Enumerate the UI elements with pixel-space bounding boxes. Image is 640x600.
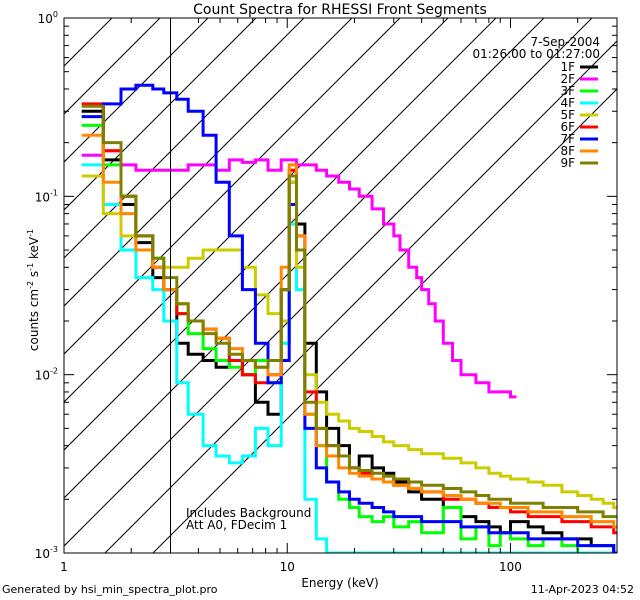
annotation-attenuator: Att A0, FDecim 1 — [186, 518, 287, 532]
series-layer — [81, 83, 617, 553]
x-tick-label: 1 — [60, 560, 68, 574]
series-line-1f — [81, 109, 617, 553]
hatch-line — [64, 18, 353, 307]
y-label-exp1: -2 — [26, 281, 35, 289]
legend-label-9f: 9F — [560, 156, 575, 170]
y-label-exp2: -1 — [26, 263, 35, 271]
series-line-5f — [81, 174, 617, 509]
hatch-line — [104, 40, 617, 553]
y-tick-label: 100 — [38, 10, 58, 26]
hatch-line — [64, 18, 449, 403]
legend-label-8f: 8F — [560, 144, 575, 158]
series-line-7f — [81, 83, 617, 553]
footer-timestamp: 11-Apr-2023 04:52 — [530, 583, 634, 596]
legend-label-2f: 2F — [560, 72, 575, 86]
series-line-9f — [81, 104, 617, 519]
hatch-line — [64, 18, 305, 259]
legend-label-3f: 3F — [560, 84, 575, 98]
legend-label-7f: 7F — [560, 132, 575, 146]
x-axis-label: Energy (keV) — [301, 576, 378, 590]
annotation-background: Includes Background — [186, 506, 311, 520]
legend-label-1f: 1F — [560, 60, 575, 74]
attenuator-hatch-region — [64, 18, 617, 553]
y-axis-label: counts cm-2 s-1 keV-1 — [26, 229, 41, 351]
y-label-exp3: -1 — [26, 229, 35, 237]
hatch-line — [64, 18, 113, 67]
legend-label-6f: 6F — [560, 120, 575, 134]
date-label: 7-Sep-2004 — [531, 35, 600, 49]
y-label-mid2: keV — [27, 236, 41, 263]
time-range-label: 01:26:00 to 01:27:00 — [473, 47, 600, 61]
footer-generated-by: Generated by hsi_min_spectra_plot.pro — [2, 583, 218, 596]
hatch-line — [64, 18, 497, 451]
y-tick-label: 10-3 — [35, 545, 58, 561]
legend-label-5f: 5F — [560, 108, 575, 122]
plot-frame — [63, 17, 618, 554]
legend-label-4f: 4F — [560, 96, 575, 110]
chart-title: Count Spectra for RHESSI Front Segments — [193, 2, 487, 18]
y-label-base: counts cm — [27, 289, 41, 351]
x-tick-label: 100 — [499, 560, 522, 574]
x-tick-label: 10 — [280, 560, 295, 574]
hatch-line — [64, 18, 545, 499]
y-label-mid: s — [27, 271, 41, 281]
axis-layer: 1 10 100 100 10-1 10-2 10-3 — [35, 10, 618, 574]
y-tick-label: 10-1 — [35, 188, 58, 204]
hatch-line — [64, 18, 161, 115]
hatch-line — [64, 18, 593, 547]
hatch-line — [64, 18, 257, 211]
series-line-2f — [81, 149, 517, 399]
y-tick-label: 10-2 — [35, 367, 58, 383]
hatch-line — [64, 18, 209, 163]
hatch-line — [64, 18, 401, 355]
